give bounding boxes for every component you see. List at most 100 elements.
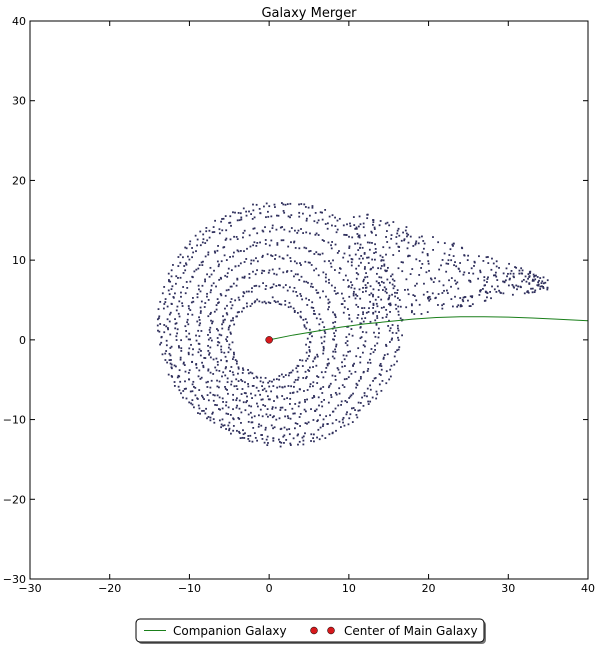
star-particle [463, 254, 466, 257]
star-particle [257, 425, 260, 428]
star-particle [303, 203, 306, 206]
star-particle [228, 324, 231, 327]
star-particle [375, 280, 378, 283]
star-particle [311, 205, 314, 207]
star-particle [214, 403, 217, 406]
star-particle [326, 364, 329, 367]
star-particle [225, 259, 228, 261]
star-particle [183, 364, 186, 366]
star-particle [189, 280, 192, 283]
star-particle [159, 323, 162, 325]
star-particle [180, 392, 182, 395]
star-particle [238, 407, 241, 410]
star-particle [434, 297, 437, 300]
star-particle [243, 276, 246, 279]
star-particle [319, 426, 322, 429]
star-particle [235, 385, 238, 387]
star-particle [512, 272, 515, 275]
star-particle [421, 235, 423, 238]
star-particle [334, 329, 337, 332]
star-particle [366, 282, 369, 284]
star-particle [503, 280, 506, 283]
star-particle [300, 264, 302, 266]
star-particle [197, 404, 200, 407]
star-particle [345, 336, 348, 338]
star-particle [264, 426, 267, 429]
star-particle [224, 374, 227, 377]
star-particle [170, 345, 173, 348]
star-particle [334, 391, 337, 394]
star-particle [267, 415, 269, 418]
star-particle [234, 211, 236, 214]
star-particle [232, 408, 234, 411]
x-tick-label: 0 [266, 582, 273, 595]
star-particle [509, 272, 512, 275]
star-particle [358, 288, 361, 291]
star-particle [409, 273, 412, 275]
star-particle [191, 361, 193, 363]
star-particle [168, 352, 171, 355]
star-particle [513, 276, 515, 279]
star-particle [198, 324, 201, 327]
star-particle [341, 365, 344, 368]
star-particle [265, 413, 268, 416]
star-particle [299, 359, 301, 361]
star-particle [350, 328, 353, 330]
star-particle [314, 356, 317, 359]
star-particle [270, 390, 273, 393]
star-particle [372, 219, 374, 221]
star-particle [233, 323, 236, 326]
star-particle [361, 351, 364, 354]
star-particle [216, 249, 219, 252]
star-particle [451, 243, 454, 246]
star-particle [369, 384, 372, 387]
star-particle [209, 346, 212, 349]
star-particle [204, 302, 207, 304]
star-particle [157, 308, 160, 311]
star-particle [479, 290, 482, 293]
star-particle [206, 239, 209, 242]
star-particle [526, 291, 529, 293]
star-particle [235, 236, 238, 238]
star-particle [342, 224, 345, 227]
star-particle [387, 298, 390, 301]
star-particle [295, 262, 298, 265]
y-tick-label: 20 [12, 174, 26, 187]
star-particle [286, 397, 288, 400]
star-particle [397, 313, 400, 316]
star-particle [462, 300, 465, 303]
star-particle [227, 267, 230, 270]
star-particle [184, 380, 186, 383]
star-particle [322, 425, 324, 428]
star-particle [348, 397, 351, 399]
star-particle [351, 284, 354, 286]
y-tick-label: 0 [19, 334, 26, 347]
star-particle [517, 285, 520, 288]
star-particle [467, 299, 469, 302]
star-particle [375, 390, 378, 393]
star-particle [231, 341, 234, 344]
star-particle [194, 234, 197, 237]
star-particle [225, 229, 228, 232]
star-particle [280, 239, 283, 242]
star-particle [443, 289, 445, 292]
star-particle [304, 410, 307, 413]
star-particle [325, 280, 327, 283]
star-particle [209, 313, 212, 315]
star-particle [256, 402, 258, 405]
star-particle [225, 237, 228, 240]
star-particle [253, 216, 256, 219]
star-particle [246, 305, 248, 308]
star-particle [487, 262, 490, 264]
star-particle [175, 275, 178, 278]
star-particle [289, 305, 292, 308]
star-particle [357, 249, 360, 251]
star-particle [252, 270, 254, 273]
star-particle [217, 265, 220, 268]
star-particle [321, 321, 324, 324]
star-particle [546, 279, 549, 282]
star-particle [533, 275, 536, 278]
star-particle [498, 266, 500, 269]
star-particle [190, 343, 192, 346]
star-particle [313, 396, 316, 398]
